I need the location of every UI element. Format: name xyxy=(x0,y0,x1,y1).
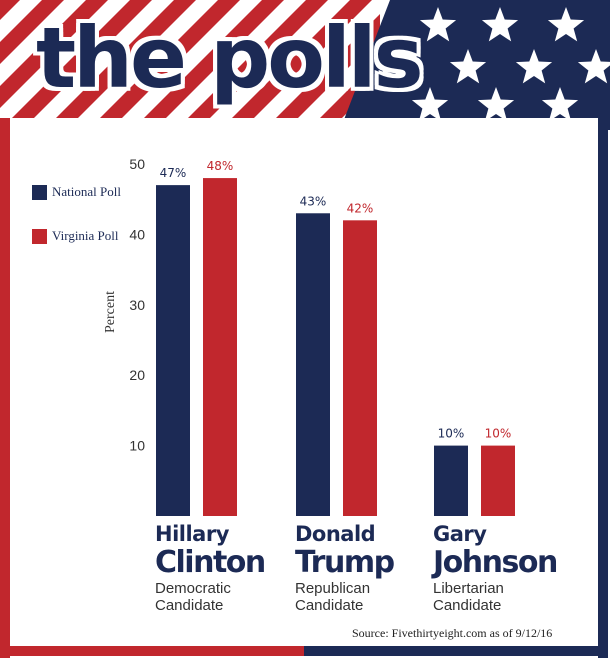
flag-stripe xyxy=(0,0,152,130)
candidate-party: Republican xyxy=(295,580,371,597)
data-labels: 47% 43% 10% 48% 42% 10% xyxy=(160,159,512,441)
candidate-last-name: Clinton xyxy=(155,545,266,580)
flag-stripe xyxy=(220,0,372,130)
candidate-johnson: Gary Johnson Libertarian Candidate xyxy=(433,522,558,614)
bar-value-label: 10% xyxy=(438,427,465,441)
candidate-first-name: Hillary xyxy=(155,522,229,546)
candidate-last-name: Trump xyxy=(295,545,395,580)
candidate-role: Candidate xyxy=(433,597,502,614)
flag-star-icon xyxy=(385,49,423,84)
bar-value-label: 10% xyxy=(485,427,512,441)
flag-star-icon xyxy=(411,87,449,122)
bar-value-label: 47% xyxy=(160,166,187,180)
y-axis-ticks: 10 20 30 40 50 xyxy=(129,156,145,454)
flag-banner xyxy=(0,0,610,130)
flag-star-icon xyxy=(577,49,610,84)
candidate-clinton: Hillary Clinton Democratic Candidate xyxy=(155,522,266,614)
flag-star-icon xyxy=(477,87,515,122)
flag-stripe xyxy=(88,0,240,130)
candidate-role: Candidate xyxy=(155,597,224,614)
candidate-trump: Donald Trump Republican Candidate xyxy=(295,522,395,614)
bar xyxy=(156,185,190,516)
flag-stripe xyxy=(176,0,328,130)
flag-star-icon xyxy=(541,87,579,122)
flag-stripe xyxy=(0,0,108,108)
bar-value-label: 43% xyxy=(300,194,327,208)
y-axis-label: Percent xyxy=(103,291,118,333)
bar-value-label: 48% xyxy=(207,159,234,173)
legend-swatch-national xyxy=(32,185,47,200)
y-tick-label: 10 xyxy=(129,438,145,454)
frame-left-border xyxy=(0,118,10,658)
flag-star-icon xyxy=(449,49,487,84)
flag-star-icon xyxy=(515,49,553,84)
y-tick-label: 20 xyxy=(129,367,145,383)
y-tick-label: 40 xyxy=(129,226,145,242)
bar-value-label: 42% xyxy=(347,201,374,215)
candidate-party: Democratic xyxy=(155,580,231,597)
flag-stripe xyxy=(0,0,64,64)
legend-swatch-virginia xyxy=(32,229,47,244)
flag-stripe xyxy=(132,0,284,130)
frame-bottom-border xyxy=(0,646,608,656)
bar xyxy=(481,445,515,516)
flag-stars xyxy=(385,7,610,122)
candidate-first-name: Gary xyxy=(433,522,487,546)
legend-label-virginia: Virginia Poll xyxy=(52,228,119,243)
bar xyxy=(434,445,468,516)
candidate-last-name: Johnson xyxy=(433,545,558,580)
flag-stripe xyxy=(0,0,20,20)
frame-right-border xyxy=(598,118,608,658)
source-note: Source: Fivethirtyeight.com as of 9/12/1… xyxy=(352,626,553,640)
y-tick-label: 30 xyxy=(129,297,145,313)
page-title: the polls xyxy=(36,9,424,107)
candidate-first-name: Donald xyxy=(295,522,376,546)
bars xyxy=(156,178,515,516)
y-tick-label: 50 xyxy=(129,156,145,172)
flag-stripe xyxy=(264,14,380,130)
bar xyxy=(343,220,377,516)
candidate-party: Libertarian xyxy=(433,580,504,597)
flag-star-icon xyxy=(419,7,457,42)
candidate-role: Candidate xyxy=(295,597,364,614)
flag-star-icon xyxy=(547,7,585,42)
flag-stripe xyxy=(44,0,196,130)
flag-star-icon xyxy=(481,7,519,42)
legend-label-national: National Poll xyxy=(52,184,121,199)
bar xyxy=(203,178,237,516)
bar xyxy=(296,213,330,516)
